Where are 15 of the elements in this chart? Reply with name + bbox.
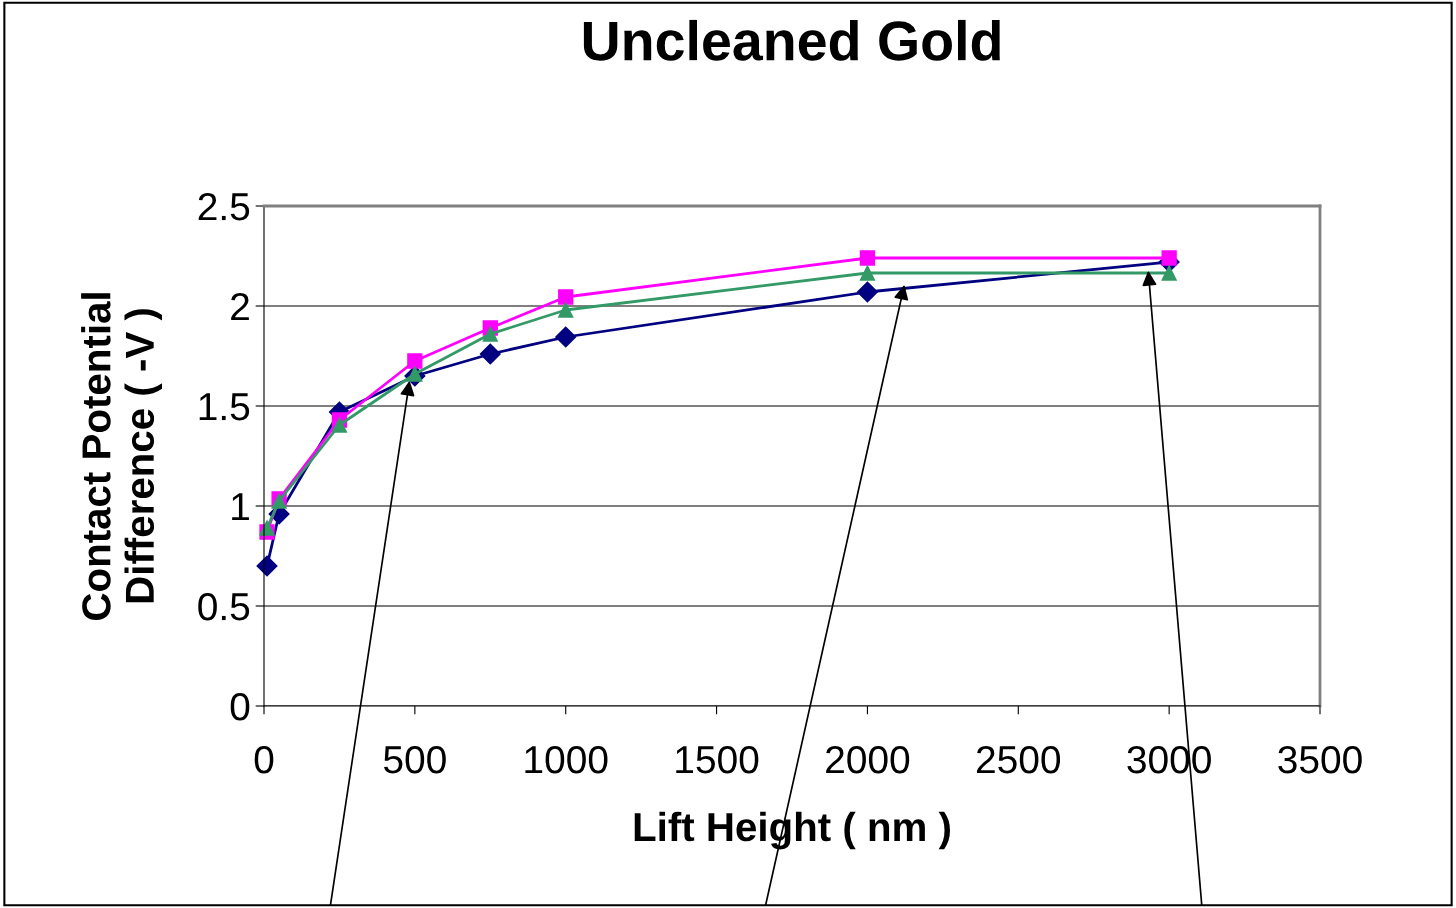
y-tick-label: 2: [231, 292, 249, 321]
x-tick-label: 500: [383, 745, 446, 774]
x-tick-label: 1000: [525, 745, 608, 774]
chart-title: Uncleaned Gold: [583, 19, 1000, 61]
x-tick-label: 1500: [676, 745, 759, 774]
y-tick-label: 1: [232, 493, 249, 521]
y-tick-label: 0.5: [198, 592, 250, 621]
y-tick-label: 1.5: [199, 393, 250, 421]
y-axis-title: Contact Potential Difference ( -V ): [81, 293, 163, 620]
x-tick-label: 0: [254, 745, 274, 774]
y-tick-label: 0: [230, 692, 250, 721]
x-tick-label: 2500: [976, 745, 1061, 774]
x-tick-label: 3500: [1278, 745, 1362, 774]
y-tick-label: 2.5: [198, 192, 250, 221]
x-tick-label: 2000: [826, 745, 910, 774]
